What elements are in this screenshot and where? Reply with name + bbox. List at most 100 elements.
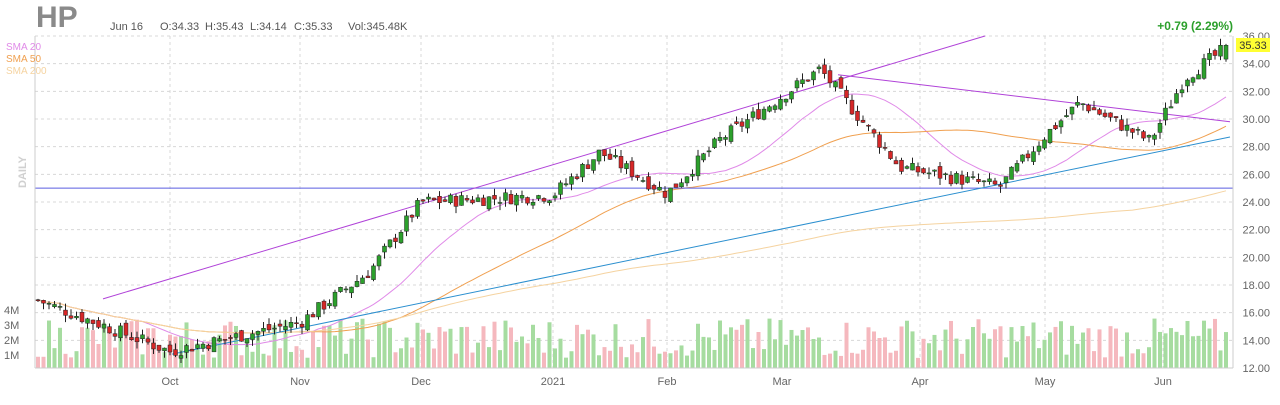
volume-bar (1103, 357, 1107, 368)
sma-200-line (37, 190, 1227, 334)
volume-bar (421, 329, 425, 368)
volume-bar (74, 351, 79, 368)
candle-body (57, 306, 63, 308)
candle-body (695, 155, 701, 177)
volume-bar (822, 354, 827, 368)
candle-body (580, 164, 585, 178)
candle-body (90, 319, 96, 324)
candle-body (904, 166, 910, 169)
candle-body (1058, 120, 1064, 128)
candle-body (371, 265, 376, 280)
volume-bar (195, 343, 200, 368)
candle-body (1141, 131, 1146, 139)
volume-bar (344, 353, 348, 368)
volume-bar (657, 353, 662, 368)
candle-body (915, 166, 921, 173)
candle-body (1157, 123, 1163, 133)
volume-bar (85, 327, 90, 368)
volume-bar (415, 322, 420, 368)
candle-body (706, 150, 712, 153)
candle-body (327, 303, 332, 307)
candle-body (591, 159, 596, 171)
volume-bar (217, 334, 222, 368)
volume-bar (789, 329, 794, 368)
candle-body (68, 315, 74, 319)
candle-body (206, 345, 211, 350)
candle-body (558, 182, 563, 195)
y-tick-label: 22.00 (1242, 225, 1270, 237)
candle-body (618, 156, 624, 169)
candle-body (1025, 153, 1031, 159)
volume-bar (261, 353, 266, 368)
candle-body (129, 337, 134, 340)
candle-body (145, 338, 151, 343)
candle-body (1086, 104, 1091, 112)
header-high: H:35.43 (205, 21, 244, 33)
candle-body (948, 174, 954, 185)
candle-body (134, 337, 140, 343)
volume-bar (536, 337, 541, 368)
candle-body (409, 214, 415, 218)
candle-body (794, 80, 800, 89)
candle-body (1196, 74, 1201, 80)
volume-bar (465, 326, 469, 368)
volume-bar (366, 339, 370, 368)
volume-bar (855, 353, 860, 368)
candle-body (728, 125, 734, 142)
candle-body (503, 192, 508, 201)
y-tick-label: 18.00 (1242, 280, 1270, 292)
volume-bar (635, 352, 640, 368)
volume-bar (454, 353, 458, 368)
volume-bar (745, 319, 750, 368)
volume-bar (586, 329, 590, 368)
x-tick-label: May (1035, 376, 1056, 388)
volume-bar (866, 327, 871, 368)
candle-body (382, 245, 387, 253)
candle-body (343, 288, 349, 291)
volume-bar (124, 328, 128, 368)
volume-bar (1180, 335, 1184, 368)
volume-tick-label: 3M (4, 320, 19, 332)
candle-body (1036, 145, 1042, 152)
volume-bar (311, 330, 315, 368)
volume-bar (327, 325, 332, 368)
candle-body (646, 176, 651, 190)
volume-bar (1130, 353, 1135, 368)
volume-bar (773, 339, 777, 368)
candle-body (1185, 79, 1190, 87)
legend-sma-20: SMA 20 (6, 42, 41, 53)
volume-bar (146, 328, 150, 368)
volume-bar (190, 339, 194, 368)
volume-bar (1152, 318, 1157, 368)
volume-bar (531, 324, 535, 368)
candle-body (453, 196, 459, 207)
volume-bar (817, 337, 821, 368)
volume-bar (707, 337, 711, 368)
candle-body (1102, 112, 1108, 117)
volume-bar (355, 322, 359, 368)
candle-body (525, 197, 530, 204)
volume-bar (674, 350, 678, 368)
candle-body (519, 195, 525, 199)
price-change: +0.79 (2.29%) (1157, 19, 1233, 33)
candle-body (651, 185, 657, 190)
candle-body (1168, 106, 1174, 109)
candle-body (607, 153, 613, 160)
volume-bar (388, 327, 392, 368)
volume-bar (1042, 339, 1047, 368)
candle-body (448, 194, 453, 203)
volume-bar (382, 321, 387, 368)
volume-bar (1097, 329, 1102, 368)
candle-body (734, 121, 739, 124)
volume-bar (1163, 333, 1168, 368)
candle-body (954, 173, 959, 184)
candle-body (272, 327, 277, 330)
volume-bar (1136, 349, 1140, 368)
candle-body (244, 338, 250, 344)
x-tick-label: Nov (290, 376, 310, 388)
volume-bar (437, 327, 442, 368)
y-tick-label: 32.00 (1242, 86, 1270, 98)
volume-bar (806, 327, 810, 368)
volume-bar (267, 355, 271, 368)
